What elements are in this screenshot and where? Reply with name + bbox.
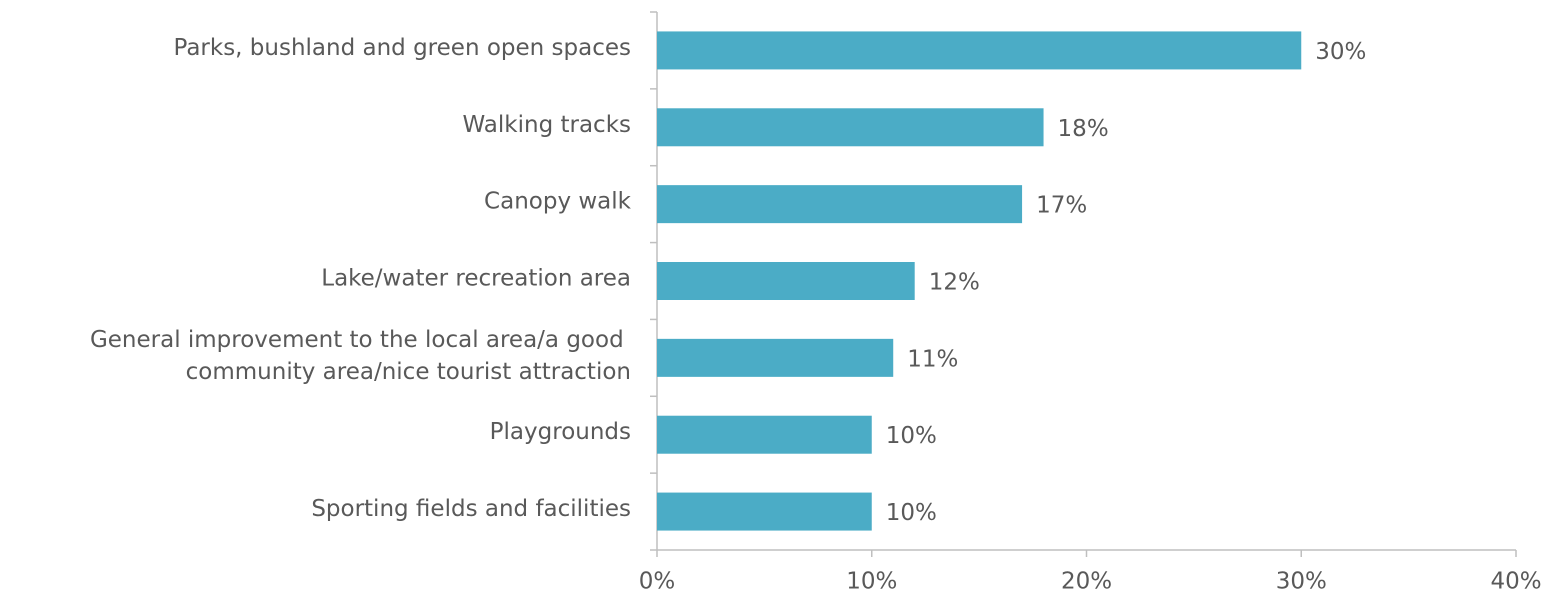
y-tick-label: Canopy walk (484, 189, 632, 215)
x-tick-label: 0% (639, 569, 676, 590)
bar (657, 492, 872, 531)
x-tick-label: 40% (1490, 569, 1541, 590)
y-tick-label: General improvement to the local area/a … (90, 326, 631, 384)
data-label: 30% (1315, 39, 1366, 65)
bar (657, 262, 915, 300)
x-tick-label: 30% (1276, 569, 1327, 590)
data-label: 12% (929, 270, 980, 296)
y-tick-label: Parks, bushland and green open spaces (173, 35, 631, 61)
bar (657, 415, 872, 454)
x-tick-label: 20% (1061, 569, 1112, 590)
y-tick-label: Playgrounds (490, 419, 631, 445)
bar (657, 31, 1302, 70)
y-tick-label: Walking tracks (463, 112, 631, 138)
data-label: 18% (1058, 116, 1109, 142)
bar (657, 108, 1044, 147)
bar (657, 185, 1023, 224)
y-tick-label: Lake/water recreation area (321, 266, 631, 292)
y-tick-label: Sporting fields and facilities (311, 496, 631, 522)
data-label: 17% (1036, 193, 1087, 219)
bar (657, 338, 894, 377)
data-label: 11% (907, 346, 958, 372)
data-label: 10% (886, 500, 937, 526)
data-label: 10% (886, 423, 937, 449)
x-tick-label: 10% (846, 569, 897, 590)
